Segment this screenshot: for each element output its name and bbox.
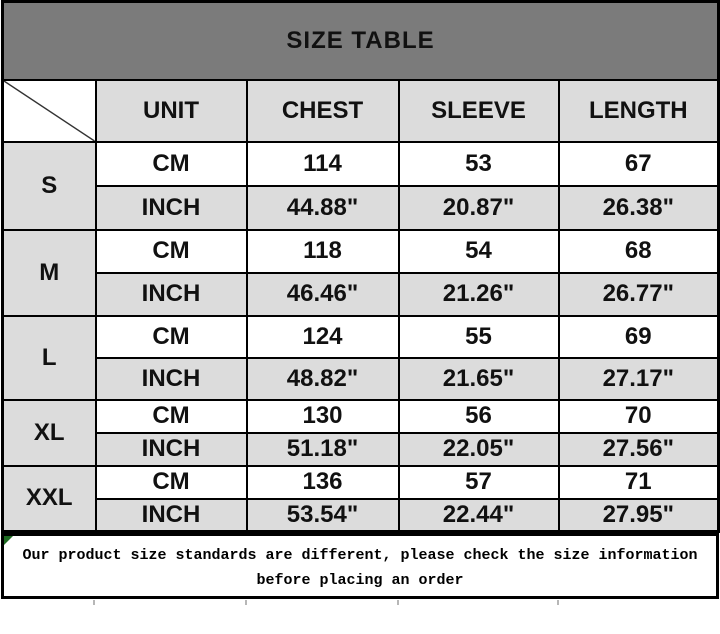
value-cell: 27.17" bbox=[557, 356, 720, 401]
value-cell: 68 bbox=[557, 228, 720, 274]
column-header-chest: CHEST bbox=[245, 78, 400, 143]
table-row: M CM 118 54 68 bbox=[1, 228, 720, 317]
value-cell: 46.46" bbox=[245, 271, 400, 317]
value-cell: 57 bbox=[397, 464, 560, 500]
unit-cell: CM bbox=[94, 314, 248, 359]
value-cell: 21.65" bbox=[397, 356, 560, 401]
value-cell: 124 bbox=[245, 314, 400, 359]
value-cell: 27.56" bbox=[557, 431, 720, 467]
column-header-unit: UNIT bbox=[94, 78, 248, 143]
note-line-1: Our product size standards are different… bbox=[22, 547, 698, 564]
note-line-2: before placing an order bbox=[256, 572, 464, 589]
value-cell: 48.82" bbox=[245, 356, 400, 401]
value-cell: 20.87" bbox=[397, 184, 560, 231]
column-header-sleeve: SLEEVE bbox=[397, 78, 560, 143]
table-row: INCH 48.82" 21.65" 27.17" bbox=[3, 356, 720, 401]
table-row: INCH 44.88" 20.87" 26.38" bbox=[3, 184, 720, 231]
value-cell: 44.88" bbox=[245, 184, 400, 231]
value-cell: 53.54" bbox=[245, 497, 400, 533]
value-cell: 56 bbox=[397, 398, 560, 434]
unit-cell: INCH bbox=[94, 356, 248, 401]
title-row: SIZE TABLE bbox=[1, 0, 720, 81]
value-cell: 53 bbox=[397, 140, 560, 187]
unit-cell: INCH bbox=[94, 431, 248, 467]
size-note-box: Our product size standards are different… bbox=[1, 533, 719, 599]
comment-marker-icon bbox=[4, 536, 13, 545]
value-cell: 130 bbox=[245, 398, 400, 434]
table-row: INCH 53.54" 22.44" 27.95" bbox=[3, 497, 720, 533]
value-cell: 70 bbox=[557, 398, 720, 434]
size-label: S bbox=[1, 140, 97, 231]
value-cell: 136 bbox=[245, 464, 400, 500]
column-header-row: UNIT CHEST SLEEVE LENGTH bbox=[1, 78, 720, 143]
value-cell: 69 bbox=[557, 314, 720, 359]
value-cell: 22.05" bbox=[397, 431, 560, 467]
unit-cell: CM bbox=[94, 464, 248, 500]
unit-cell: INCH bbox=[94, 271, 248, 317]
unit-cell: CM bbox=[94, 228, 248, 274]
diagonal-line-icon bbox=[4, 81, 95, 141]
value-cell: 67 bbox=[557, 140, 720, 187]
value-cell: 27.95" bbox=[557, 497, 720, 533]
size-table: SIZE TABLE UNIT CHEST SLEEVE LENGTH S CM… bbox=[1, 0, 720, 533]
value-cell: 71 bbox=[557, 464, 720, 500]
value-cell: 26.38" bbox=[557, 184, 720, 231]
size-label: XL bbox=[1, 398, 97, 467]
unit-cell: INCH bbox=[94, 184, 248, 231]
grid-remnant-line bbox=[397, 600, 399, 605]
value-cell: 21.26" bbox=[397, 271, 560, 317]
value-cell: 22.44" bbox=[397, 497, 560, 533]
value-cell: 118 bbox=[245, 228, 400, 274]
value-cell: 114 bbox=[245, 140, 400, 187]
size-label: M bbox=[1, 228, 97, 317]
column-header-length: LENGTH bbox=[557, 78, 720, 143]
unit-cell: CM bbox=[94, 398, 248, 434]
diagonal-corner-cell bbox=[1, 78, 97, 143]
unit-cell: CM bbox=[94, 140, 248, 187]
grid-remnant-strip bbox=[1, 599, 719, 607]
value-cell: 26.77" bbox=[557, 271, 720, 317]
table-row: S CM 114 53 67 bbox=[1, 140, 720, 231]
grid-remnant-line bbox=[93, 600, 95, 605]
grid-remnant-line bbox=[245, 600, 247, 605]
table-row: INCH 46.46" 21.26" 26.77" bbox=[3, 271, 720, 317]
value-cell: 55 bbox=[397, 314, 560, 359]
table-row: L CM 124 55 69 bbox=[1, 314, 720, 401]
size-label: L bbox=[1, 314, 97, 401]
page-title: SIZE TABLE bbox=[1, 0, 720, 81]
table-row: XL CM 130 56 70 bbox=[1, 398, 720, 467]
table-row: XXL CM 136 57 71 bbox=[1, 464, 720, 533]
table-row: INCH 51.18" 22.05" 27.56" bbox=[3, 431, 720, 467]
grid-remnant-line bbox=[557, 600, 559, 605]
unit-cell: INCH bbox=[94, 497, 248, 533]
size-label: XXL bbox=[1, 464, 97, 533]
value-cell: 51.18" bbox=[245, 431, 400, 467]
value-cell: 54 bbox=[397, 228, 560, 274]
